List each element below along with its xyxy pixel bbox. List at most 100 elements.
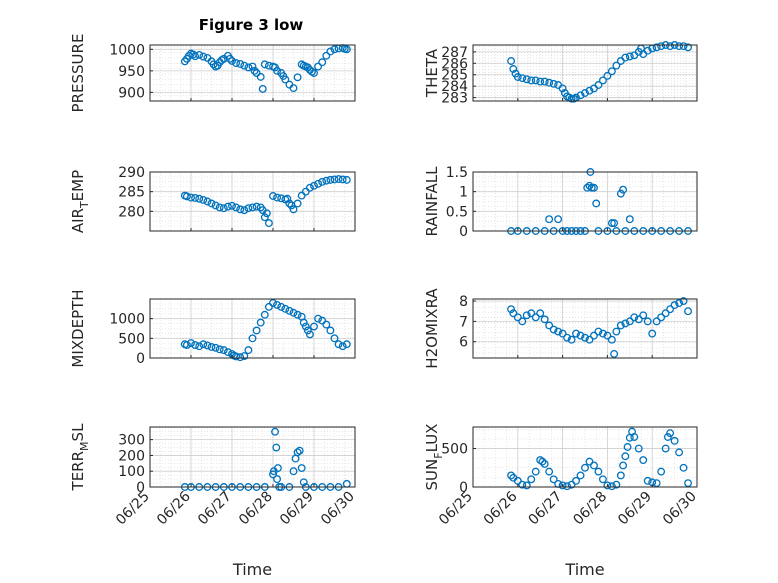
data-point	[594, 327, 603, 336]
data-point	[248, 203, 257, 212]
x-tick-label: 06/30	[660, 489, 700, 529]
data-point	[616, 471, 625, 480]
y-tick-label: 1.5	[446, 165, 468, 181]
data-point	[616, 321, 625, 330]
data-point	[675, 299, 684, 308]
data-point	[326, 47, 335, 56]
data-point	[670, 301, 679, 310]
data-point	[612, 327, 621, 336]
x-tick-label: 06/27	[195, 489, 235, 529]
data-point	[326, 175, 335, 184]
data-point	[289, 84, 298, 93]
data-point	[513, 73, 522, 81]
data-point	[536, 309, 545, 318]
y-tick-label: 286	[441, 56, 468, 72]
data-point	[273, 66, 282, 75]
x-tick-label: 06/25	[436, 489, 476, 529]
data-point	[652, 479, 661, 488]
data-point	[271, 427, 279, 436]
data-point	[594, 467, 603, 476]
data-point	[607, 482, 616, 491]
data-point	[522, 311, 531, 320]
data-point	[540, 77, 549, 86]
data-point	[330, 334, 339, 343]
data-point	[252, 326, 261, 335]
data-point	[545, 321, 554, 330]
data-point	[225, 54, 234, 63]
y-tick-label: 100	[118, 464, 145, 480]
data-point	[639, 311, 648, 320]
data-point	[536, 77, 545, 86]
data-point	[619, 461, 628, 470]
data-point	[305, 330, 314, 339]
data-point	[248, 334, 257, 343]
data-point	[277, 302, 286, 311]
data-point	[195, 50, 204, 59]
data-point	[283, 194, 292, 203]
x-tick-label: 06/26	[481, 488, 521, 528]
data-point	[509, 65, 518, 73]
data-point	[630, 313, 639, 322]
y-tick-label: 0	[459, 224, 468, 240]
data-point	[272, 443, 281, 452]
data-point	[223, 202, 232, 211]
data-point	[342, 175, 351, 184]
y-tick-label: 0	[459, 480, 468, 496]
y-tick-label: 0	[136, 480, 145, 496]
y-axis-label: TERRMSL	[69, 423, 91, 492]
data-point	[643, 46, 652, 55]
data-point	[195, 194, 204, 203]
y-tick-label: 0	[136, 351, 145, 367]
data-point	[549, 325, 558, 334]
data-point	[540, 459, 549, 468]
data-point	[607, 67, 616, 76]
x-tick-label: 06/25	[113, 489, 153, 529]
plot-area	[473, 299, 697, 358]
data-point	[623, 443, 632, 451]
data-point	[612, 480, 621, 489]
axes-box	[472, 426, 698, 488]
y-tick-label: 290	[118, 165, 145, 181]
data-point	[522, 481, 531, 490]
panel-rainfall: 0 0.5 1 1.5 RAINFALL	[423, 165, 698, 240]
data-point	[585, 335, 594, 344]
y-axis-label: PRESSURE	[69, 34, 87, 113]
data-point	[342, 45, 351, 54]
y-tick-label: 6	[459, 335, 468, 351]
y-tick-label: 1000	[109, 42, 145, 58]
data-point	[657, 42, 666, 51]
y-tick-label: 200	[118, 448, 145, 464]
data-point	[603, 331, 612, 340]
data-point	[293, 73, 302, 82]
data-point	[334, 175, 343, 184]
data-point	[558, 84, 567, 93]
data-point	[527, 309, 536, 318]
data-point	[248, 62, 257, 71]
data-point	[322, 176, 331, 185]
data-point	[630, 433, 639, 441]
data-point	[587, 183, 596, 192]
data-point	[334, 340, 343, 349]
data-point	[527, 76, 536, 85]
data-point	[269, 298, 277, 307]
data-point	[305, 183, 314, 192]
data-point	[240, 352, 249, 360]
data-point	[338, 175, 347, 184]
data-point	[652, 317, 661, 326]
data-point	[531, 76, 540, 85]
data-point	[625, 52, 634, 61]
y-tick-label: 283	[441, 91, 468, 107]
data-point	[610, 349, 619, 358]
data-point	[215, 203, 224, 212]
data-point	[314, 179, 323, 188]
data-point	[240, 206, 249, 215]
data-point	[228, 56, 236, 65]
y-tick-label: 8	[459, 294, 468, 310]
data-point	[191, 341, 200, 349]
data-point	[211, 343, 220, 352]
data-point	[203, 341, 212, 350]
data-point	[576, 471, 585, 480]
data-point	[603, 481, 612, 490]
data-point	[269, 470, 277, 479]
y-axis-label: SUNFLUX	[423, 424, 445, 491]
